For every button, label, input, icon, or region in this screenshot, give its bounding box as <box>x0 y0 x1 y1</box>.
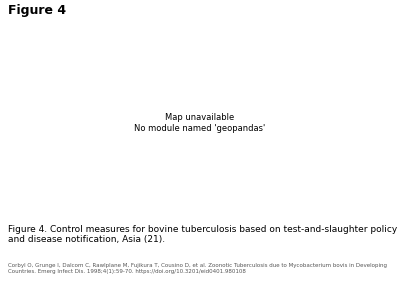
Text: Map unavailable
No module named 'geopandas': Map unavailable No module named 'geopand… <box>134 113 266 133</box>
Text: Corbyl O, Grunge I, Dalcom C, Rawlplane M, Fujikura T, Cousino D, et al. Zoonoti: Corbyl O, Grunge I, Dalcom C, Rawlplane … <box>8 263 387 274</box>
Text: Figure 4: Figure 4 <box>8 4 66 17</box>
Text: Figure 4. Control measures for bovine tuberculosis based on test-and-slaughter p: Figure 4. Control measures for bovine tu… <box>8 225 397 244</box>
